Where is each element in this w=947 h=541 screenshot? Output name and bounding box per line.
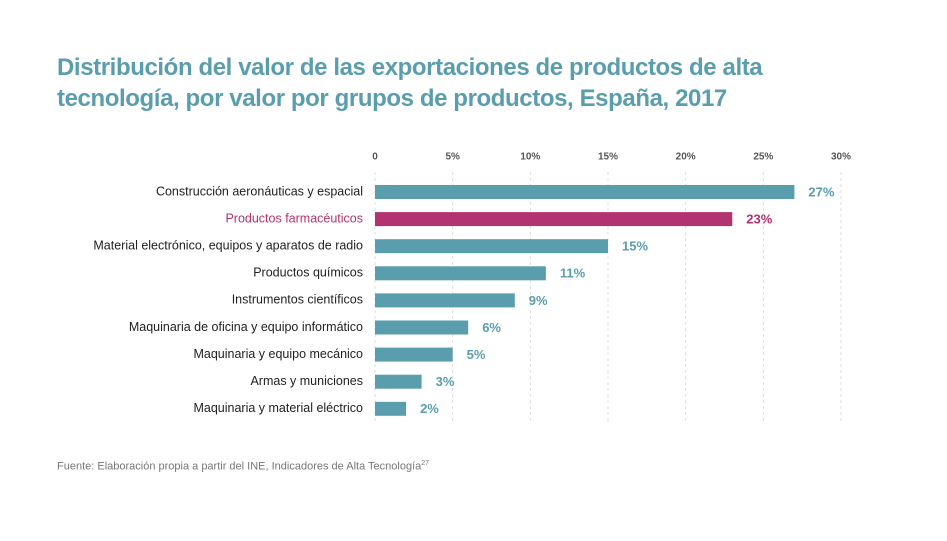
bar — [375, 320, 469, 335]
x-tick-label: 20% — [676, 152, 696, 163]
bar — [375, 374, 422, 389]
bar — [375, 185, 795, 199]
x-tick-label: 0 — [372, 152, 378, 163]
y-tick-label: Maquinaria de oficina y equipo informáti… — [129, 320, 363, 334]
bar — [375, 266, 546, 281]
value-label: 2% — [420, 401, 439, 416]
y-tick-label: Productos farmacéuticos — [225, 211, 363, 225]
value-label: 3% — [436, 374, 455, 389]
x-tick-label: 5% — [445, 152, 460, 163]
value-label: 15% — [622, 239, 648, 254]
x-tick-label: 10% — [520, 152, 540, 163]
value-label: 9% — [529, 293, 548, 308]
y-tick-label: Maquinaria y equipo mecánico — [193, 347, 363, 361]
x-tick-label: 15% — [598, 152, 618, 163]
chart-title: Distribución del valor de las exportacio… — [57, 54, 763, 112]
source-superscript: 27 — [421, 460, 430, 467]
value-label: 11% — [560, 266, 586, 281]
value-label: 6% — [482, 320, 501, 335]
x-tick-label: 30% — [831, 152, 851, 163]
value-label: 5% — [467, 347, 486, 362]
y-tick-label: Productos químicos — [253, 266, 363, 280]
bar — [375, 347, 453, 362]
y-tick-label: Maquinaria y material eléctrico — [193, 401, 363, 415]
bar — [375, 293, 515, 308]
y-tick-label: Material electrónico, equipos y aparatos… — [93, 238, 363, 252]
y-tick-label: Armas y municiones — [250, 374, 363, 388]
value-label: 23% — [746, 212, 772, 227]
source-text: Fuente: Elaboración propia a partir del … — [57, 460, 422, 473]
source: Fuente: Elaboración propia a partir del … — [57, 460, 429, 473]
bar — [375, 212, 733, 227]
y-tick-label: Instrumentos científicos — [232, 293, 363, 307]
x-tick-label: 25% — [753, 152, 773, 163]
y-tick-label: Construcción aeronáuticas y espacial — [156, 184, 363, 198]
value-label: 27% — [808, 184, 834, 199]
bar — [375, 239, 608, 254]
bar — [375, 401, 407, 416]
